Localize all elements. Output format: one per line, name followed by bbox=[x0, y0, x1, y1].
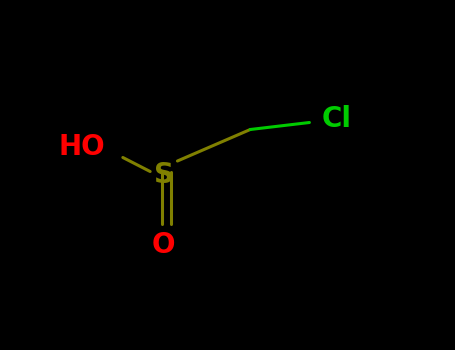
Text: O: O bbox=[152, 231, 176, 259]
Text: HO: HO bbox=[59, 133, 105, 161]
Text: S: S bbox=[154, 161, 174, 189]
Text: Cl: Cl bbox=[322, 105, 352, 133]
